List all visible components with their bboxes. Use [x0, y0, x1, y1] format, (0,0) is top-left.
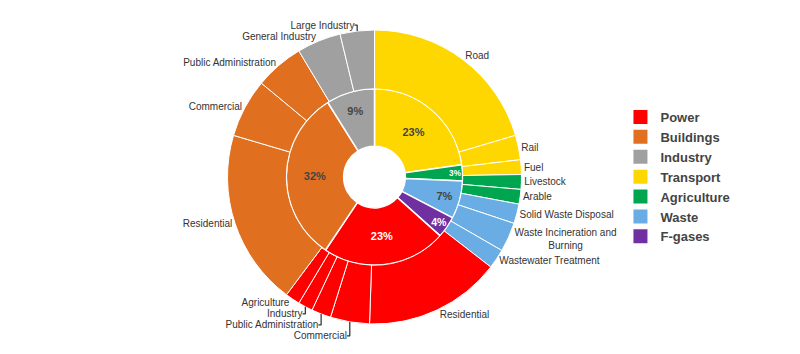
svg-text:23%: 23%: [371, 230, 393, 242]
svg-text:Buildings: Buildings: [660, 130, 719, 145]
svg-text:Residential: Residential: [183, 218, 232, 229]
svg-text:Public Administration: Public Administration: [226, 319, 319, 330]
svg-text:Fuel: Fuel: [524, 162, 543, 173]
svg-text:Public Administration: Public Administration: [183, 57, 276, 68]
svg-text:Livestock: Livestock: [524, 176, 567, 187]
svg-text:Transport: Transport: [660, 170, 721, 185]
svg-text:Industry: Industry: [267, 308, 303, 319]
svg-text:Power: Power: [660, 110, 699, 125]
svg-text:Arable: Arable: [523, 191, 552, 202]
svg-text:Agriculture: Agriculture: [242, 297, 290, 308]
svg-text:Residential: Residential: [440, 309, 489, 320]
svg-text:9%: 9%: [347, 105, 363, 117]
svg-text:Wastewater Treatment: Wastewater Treatment: [499, 255, 599, 266]
svg-text:Industry: Industry: [660, 150, 712, 165]
svg-text:Waste: Waste: [660, 210, 698, 225]
svg-text:Waste Incineration andBurning: Waste Incineration andBurning: [515, 227, 617, 251]
svg-text:Commercial: Commercial: [294, 330, 347, 341]
svg-text:Rail: Rail: [521, 142, 538, 153]
svg-text:F-gases: F-gases: [660, 229, 709, 244]
svg-text:Agriculture: Agriculture: [660, 190, 729, 205]
svg-text:Road: Road: [465, 50, 489, 61]
svg-text:Commercial: Commercial: [189, 101, 242, 112]
svg-text:General Industry: General Industry: [242, 31, 316, 42]
svg-text:32%: 32%: [304, 170, 326, 182]
svg-text:3%: 3%: [449, 169, 462, 178]
svg-text:Solid Waste Disposal: Solid Waste Disposal: [520, 209, 614, 220]
svg-text:7%: 7%: [436, 190, 452, 202]
svg-text:Large Industry: Large Industry: [290, 20, 354, 31]
svg-text:23%: 23%: [402, 126, 424, 138]
svg-text:4%: 4%: [431, 216, 447, 228]
